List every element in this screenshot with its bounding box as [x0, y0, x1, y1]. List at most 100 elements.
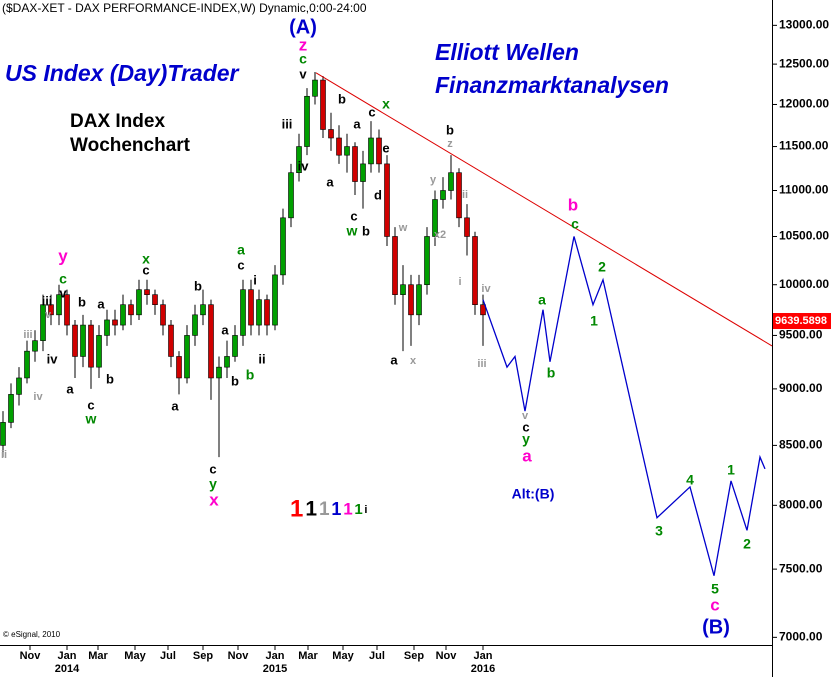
wave-label: b	[246, 367, 255, 383]
candle-body	[304, 95, 310, 147]
candle-body	[144, 289, 150, 295]
projection-line	[482, 236, 766, 576]
candle-body	[472, 236, 478, 305]
last-price-box	[773, 313, 831, 330]
y-tick-label: 8500.00	[779, 438, 823, 452]
wave-label: b	[106, 371, 114, 386]
wave-label: b	[78, 294, 86, 309]
wave-label: w	[398, 222, 408, 234]
y-tick-label: 11000.00	[779, 183, 829, 197]
wave-label: x	[142, 251, 150, 267]
wave-label: c	[368, 104, 375, 119]
candle-body	[312, 79, 318, 97]
candle-body	[280, 217, 286, 276]
candle-body	[328, 129, 334, 139]
wave-label: i	[458, 276, 461, 288]
candle-body	[8, 394, 14, 423]
wave-label: y	[430, 174, 437, 186]
wave-label: iv	[47, 351, 59, 366]
candle-body	[96, 335, 102, 368]
wave-label: 2	[743, 536, 751, 552]
wave-label: c	[87, 397, 94, 412]
x-tick-label: Jul	[160, 650, 176, 662]
wave-label: x	[410, 355, 417, 367]
candle-body	[232, 335, 238, 357]
candle-body	[136, 289, 142, 316]
wave-label: b	[547, 365, 556, 381]
wave-label: c	[142, 262, 149, 277]
degree-legend-item: 1	[343, 499, 352, 518]
candle-body	[432, 199, 438, 237]
wave-label: y	[522, 431, 530, 447]
wave-label: y	[209, 476, 217, 492]
wave-label: b	[446, 122, 454, 137]
candle-body	[440, 190, 446, 200]
wave-label: v	[522, 410, 529, 422]
wave-label: (B)	[702, 616, 730, 638]
wave-label: c	[710, 595, 719, 614]
wave-label: w	[346, 223, 358, 239]
candle-body	[216, 366, 222, 379]
wave-label: x2	[434, 229, 446, 241]
candle-body	[272, 274, 278, 326]
x-tick-label: Nov	[20, 650, 42, 662]
wave-label: a	[97, 296, 105, 311]
wave-label: c	[209, 461, 216, 476]
wave-label: v	[299, 66, 307, 81]
candle-body	[336, 137, 342, 156]
candle-body	[24, 350, 30, 379]
wave-label: Alt:(B)	[512, 486, 555, 502]
copyright: © eSignal, 2010	[3, 630, 61, 639]
wave-label: z	[299, 35, 308, 54]
candle-body	[376, 137, 382, 165]
x-year-label: 2016	[471, 663, 495, 675]
wave-label: x	[209, 490, 219, 509]
wave-label: b	[362, 223, 370, 238]
candle-body	[384, 163, 390, 237]
y-tick-label: 12500.00	[779, 56, 829, 70]
y-tick-label: 10000.00	[779, 277, 829, 291]
candle-body	[48, 304, 54, 316]
x-tick-label: Mar	[88, 650, 108, 662]
candle-body	[80, 324, 86, 357]
candle-body	[480, 304, 486, 316]
wave-label: d	[374, 187, 382, 202]
x-tick-label: Nov	[228, 650, 250, 662]
wave-label: c	[350, 208, 357, 223]
wave-label: ii	[258, 351, 265, 366]
candle-body	[224, 356, 230, 368]
candle-body	[296, 146, 302, 173]
headline: Finanzmarktanalysen	[435, 72, 669, 98]
wave-label: c	[571, 216, 579, 232]
candle-body	[200, 304, 206, 316]
degree-legend-item: i	[364, 504, 367, 516]
wave-label: a	[171, 398, 179, 413]
wave-label: iv	[33, 391, 43, 403]
x-year-label: 2015	[263, 663, 287, 675]
wave-label: 3	[655, 523, 663, 539]
candle-body	[160, 304, 166, 326]
x-tick-label: Mar	[298, 650, 318, 662]
candle-body	[56, 294, 62, 316]
candle-body	[416, 284, 422, 316]
wave-label: iii	[282, 116, 293, 131]
degree-legend-item: 1	[319, 499, 330, 520]
candle-body	[400, 284, 406, 295]
wave-label: iii	[42, 293, 53, 308]
x-tick-label: Jan	[58, 650, 77, 662]
wave-label: b	[568, 195, 578, 214]
candle-body	[360, 163, 366, 182]
wave-label: b	[231, 373, 239, 388]
x-tick-label: Jul	[369, 650, 385, 662]
subtitle: Wochenchart	[70, 135, 191, 156]
candle-body	[120, 304, 126, 326]
candle-body	[248, 289, 254, 326]
y-tick-label: 9500.00	[779, 328, 823, 342]
x-tick-label: Sep	[404, 650, 424, 662]
candle-body	[128, 304, 134, 316]
candle-body	[40, 304, 46, 341]
wave-label: x	[382, 96, 390, 112]
x-tick-label: Sep	[193, 650, 213, 662]
headline: Elliott Wellen	[435, 39, 579, 65]
